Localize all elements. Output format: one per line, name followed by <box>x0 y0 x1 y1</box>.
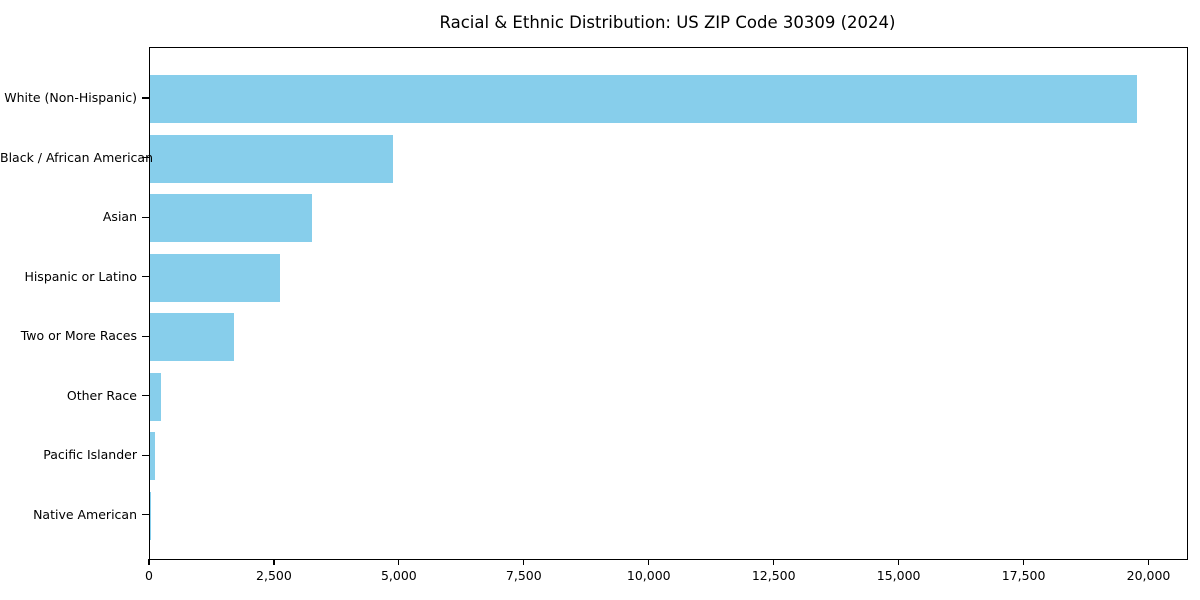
bar <box>150 253 280 302</box>
bar <box>150 313 234 362</box>
y-tick-mark <box>142 97 149 99</box>
y-tick-label: Asian <box>102 209 137 225</box>
x-tick-mark <box>148 559 150 566</box>
chart-title: Racial & Ethnic Distribution: US ZIP Cod… <box>439 13 896 32</box>
bar <box>150 372 162 421</box>
x-tick-label: 15,000 <box>876 568 921 583</box>
y-tick-mark <box>142 335 149 337</box>
x-tick-label: 20,000 <box>1126 568 1171 583</box>
x-tick-mark <box>273 559 275 566</box>
y-tick-label: Two or More Races <box>20 328 137 344</box>
x-tick-label: 0 <box>145 568 153 583</box>
y-tick-mark <box>142 216 149 218</box>
x-tick-label: 12,500 <box>751 568 796 583</box>
y-tick-label: Other Race <box>66 387 137 403</box>
x-tick-label: 5,000 <box>380 568 417 583</box>
x-tick-label: 10,000 <box>626 568 671 583</box>
x-tick-mark <box>398 559 400 566</box>
x-tick-label: 17,500 <box>1001 568 1046 583</box>
bar <box>150 491 152 540</box>
bar <box>150 75 1138 123</box>
y-tick-label: Hispanic or Latino <box>24 268 137 284</box>
y-tick-mark <box>142 395 149 397</box>
y-tick-mark <box>142 276 149 278</box>
x-tick-label: 7,500 <box>505 568 542 583</box>
x-tick-mark <box>773 559 775 566</box>
y-tick-label: Black / African American <box>0 149 154 165</box>
plot-area <box>149 47 1188 560</box>
x-tick-mark <box>898 559 900 566</box>
bar <box>150 432 156 481</box>
y-tick-label: White (Non-Hispanic) <box>4 90 137 105</box>
x-tick-mark <box>523 559 525 566</box>
bar <box>150 194 312 243</box>
x-tick-mark <box>648 559 650 566</box>
y-tick-mark <box>142 156 149 159</box>
x-tick-mark <box>1147 559 1150 566</box>
y-tick-label: Pacific Islander <box>43 447 137 463</box>
bar <box>150 134 393 183</box>
y-tick-label: Native American <box>33 506 137 522</box>
x-tick-label: 2,500 <box>256 568 292 583</box>
x-tick-mark <box>1022 559 1025 566</box>
y-tick-mark <box>142 514 149 516</box>
y-tick-mark <box>142 454 149 456</box>
